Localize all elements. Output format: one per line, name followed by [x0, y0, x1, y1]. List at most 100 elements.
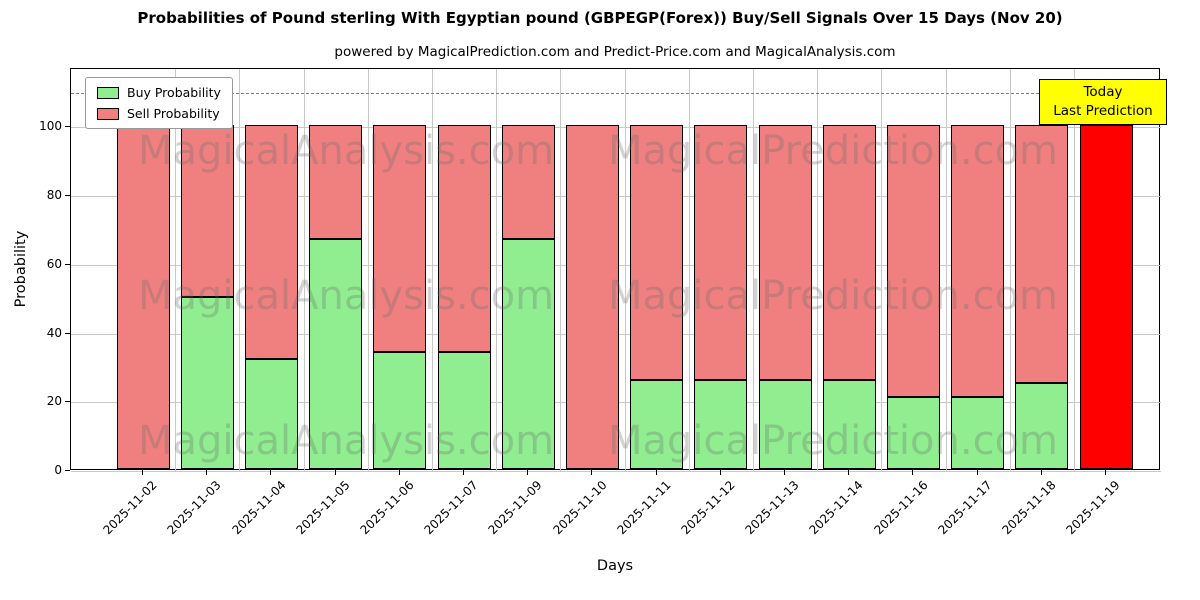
- x-tick-label: 2025-11-03: [164, 478, 225, 538]
- bar-sell-2025-11-02: [116, 125, 170, 469]
- bar-buy-2025-11-13: [758, 379, 812, 469]
- x-tick-mark: [398, 470, 400, 475]
- bar-buy-2025-11-16: [886, 396, 940, 469]
- x-tick-mark: [976, 470, 978, 475]
- x-tick-mark: [142, 470, 143, 475]
- bar-sell-2025-11-18: [1015, 125, 1069, 384]
- y-tick-label: 100: [39, 119, 62, 134]
- y-tick-label: 0: [54, 463, 62, 477]
- legend-item-buy: Buy Probability: [97, 85, 221, 100]
- bar-buy-2025-11-11: [630, 379, 684, 469]
- y-tick-label: 80: [46, 188, 62, 203]
- x-tick-mark: [1105, 470, 1106, 475]
- bar-sell-2025-11-04: [244, 125, 298, 360]
- bar-sell-2025-11-14: [822, 125, 876, 380]
- y-tick-mark: [65, 332, 70, 334]
- bar-buy-2025-11-06: [373, 352, 427, 469]
- bar-sell-2025-11-11: [630, 125, 684, 380]
- x-tick-label: 2025-11-18: [999, 478, 1059, 538]
- x-tick-mark: [527, 470, 529, 475]
- bar-buy-2025-11-17: [951, 396, 1005, 469]
- x-tick-label: 2025-11-05: [293, 478, 353, 538]
- y-tick-mark: [65, 195, 70, 197]
- legend: Buy Probability Sell Probability: [85, 77, 233, 129]
- bar-sell-2025-11-17: [951, 125, 1005, 397]
- y-tick-label: 40: [46, 325, 62, 340]
- x-tick-mark: [848, 470, 850, 475]
- x-gridline: [688, 69, 690, 471]
- bar-sell-2025-11-07: [437, 125, 491, 353]
- legend-label-buy: Buy Probability: [127, 85, 221, 100]
- bar-sell-2025-11-10: [565, 125, 619, 469]
- x-tick-mark: [1040, 470, 1042, 475]
- x-tick-mark: [334, 470, 336, 475]
- x-tick-label: 2025-11-19: [1063, 478, 1123, 538]
- watermark-text: MagicalAnalysis.com: [137, 418, 555, 464]
- watermark-text: MagicalAnalysis.com: [137, 273, 555, 319]
- legend-swatch-buy: [97, 86, 119, 99]
- x-tick-label: 2025-11-12: [678, 478, 738, 538]
- x-tick-label: 2025-11-07: [421, 478, 481, 538]
- x-tick-label: 2025-11-10: [550, 478, 610, 538]
- x-gridline: [752, 69, 754, 471]
- bar-buy-2025-11-03: [180, 297, 234, 469]
- x-tick-label: 2025-11-04: [229, 478, 289, 538]
- x-tick-mark: [912, 470, 914, 475]
- x-gridline: [1073, 69, 1075, 471]
- y-tick-mark: [65, 126, 70, 128]
- watermark-text: MagicalAnalysis.com: [137, 128, 555, 174]
- y-tick-mark: [65, 263, 70, 265]
- x-gridline: [175, 69, 177, 471]
- bar-buy-2025-11-09: [501, 238, 555, 469]
- x-gridline: [881, 69, 883, 471]
- x-axis-label: Days: [596, 558, 634, 574]
- watermark-text: MagicalPrediction.com: [608, 128, 1058, 174]
- y-tick-mark: [65, 470, 70, 471]
- x-tick-label: 2025-11-09: [485, 478, 546, 538]
- x-tick-label: 2025-11-14: [806, 478, 867, 538]
- legend-swatch-sell: [97, 107, 119, 120]
- watermark-text: MagicalPrediction.com: [608, 418, 1058, 464]
- x-gridline: [496, 69, 498, 471]
- y-axis-label: Probability: [13, 230, 29, 308]
- today-annotation: Today Last Prediction: [1039, 79, 1167, 125]
- y-tick-mark: [65, 401, 70, 403]
- bars-layer: [71, 69, 1159, 469]
- y-gridline: [71, 471, 1161, 472]
- x-gridline: [367, 69, 369, 471]
- chart-subtitle: powered by MagicalPrediction.com and Pre…: [334, 44, 896, 60]
- x-tick-label: 2025-11-06: [357, 478, 417, 538]
- chart-title: Probabilities of Pound sterling With Egy…: [137, 9, 1063, 27]
- x-tick-mark: [719, 470, 721, 475]
- today-annotation-line1: Today: [1083, 84, 1123, 100]
- x-tick-label: 2025-11-02: [100, 478, 160, 538]
- legend-label-sell: Sell Probability: [127, 106, 220, 121]
- legend-item-sell: Sell Probability: [97, 106, 221, 121]
- x-gridline: [303, 69, 305, 471]
- x-gridline: [560, 69, 562, 471]
- x-gridline: [945, 69, 947, 471]
- bar-buy-2025-11-14: [822, 379, 876, 469]
- bar-last-prediction: [1079, 125, 1133, 469]
- x-gridline: [1009, 69, 1011, 471]
- x-gridline: [817, 69, 819, 471]
- x-tick-label: 2025-11-13: [742, 478, 802, 538]
- bar-buy-2025-11-12: [694, 379, 748, 469]
- x-tick-mark: [463, 470, 464, 475]
- x-tick-mark: [206, 470, 208, 475]
- bar-sell-2025-11-05: [309, 125, 363, 239]
- y-tick-label: 60: [46, 256, 62, 271]
- x-tick-label: 2025-11-11: [614, 478, 674, 538]
- bar-buy-2025-11-05: [309, 238, 363, 469]
- x-gridline: [431, 69, 433, 471]
- watermark-text: MagicalPrediction.com: [608, 273, 1058, 319]
- bar-buy-2025-11-04: [244, 359, 298, 469]
- threshold-dashed-line: [71, 93, 1159, 95]
- x-tick-mark: [270, 470, 272, 475]
- bar-sell-2025-11-09: [501, 125, 555, 239]
- bar-sell-2025-11-06: [373, 125, 427, 353]
- bar-buy-2025-11-18: [1015, 383, 1069, 469]
- x-tick-label: 2025-11-17: [935, 478, 995, 538]
- x-gridline: [624, 69, 626, 471]
